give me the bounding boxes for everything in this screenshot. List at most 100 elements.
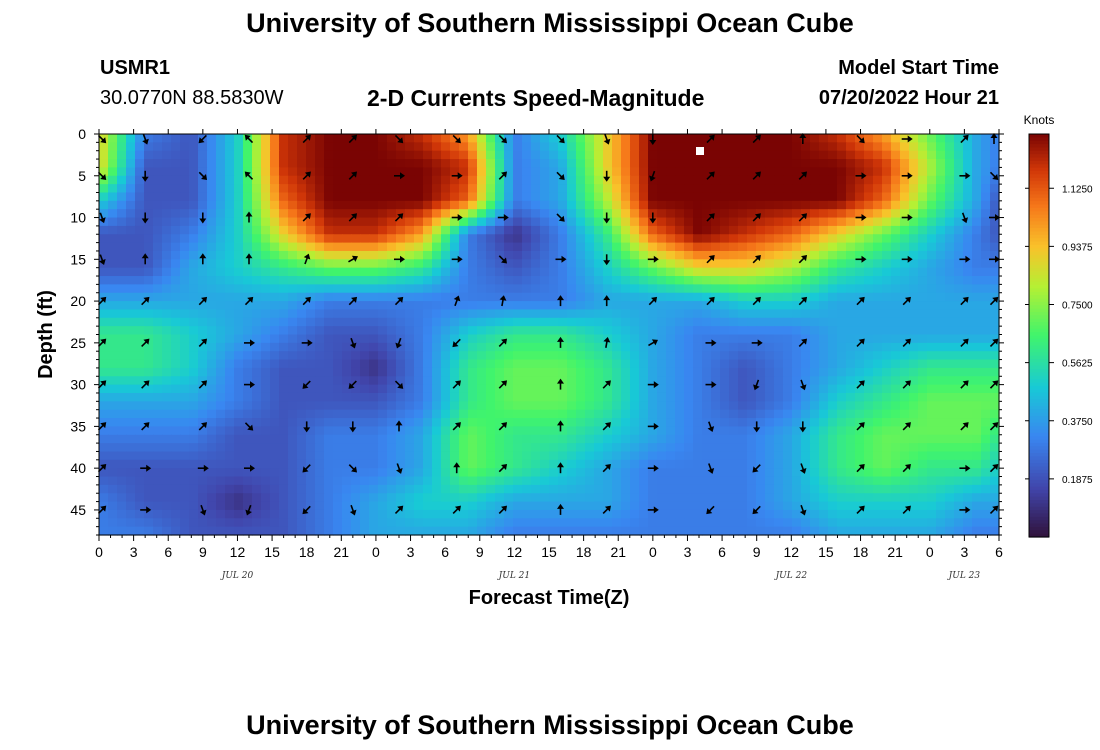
heatmap-cell (99, 276, 109, 285)
heatmap-cell (180, 468, 190, 478)
heatmap-cell (738, 326, 748, 336)
heatmap-cell (225, 468, 235, 478)
heatmap-cell (405, 418, 415, 427)
current-vector (856, 134, 865, 144)
heatmap-cell (639, 518, 649, 528)
heatmap-cell (558, 426, 568, 436)
heatmap-cell (153, 167, 163, 177)
heatmap-cell (396, 284, 406, 294)
current-vector (855, 214, 867, 221)
heatmap-cell (558, 234, 568, 244)
heatmap-cell (720, 443, 730, 453)
heatmap-cell (630, 301, 640, 311)
heatmap-cell (585, 250, 595, 260)
heatmap-cell (810, 209, 820, 219)
heatmap-cell (234, 225, 244, 235)
heatmap-cell (306, 234, 316, 244)
heatmap-cell (216, 134, 226, 143)
heatmap-cell (243, 234, 253, 244)
heatmap-cell (279, 401, 289, 411)
heatmap-cell (396, 142, 406, 152)
heatmap-cell (279, 334, 289, 344)
heatmap-cell (792, 225, 802, 235)
heatmap-cell (441, 392, 451, 402)
current-vector (198, 338, 208, 348)
heatmap-cell (738, 401, 748, 411)
heatmap-cell (747, 250, 757, 260)
heatmap-cell (801, 509, 811, 519)
heatmap-cell (207, 493, 217, 503)
heatmap-cell (837, 150, 847, 160)
heatmap-cell (252, 409, 262, 419)
heatmap-cell (432, 309, 442, 319)
heatmap-cell (369, 234, 379, 244)
current-vector (498, 463, 508, 473)
heatmap-cell (873, 351, 883, 361)
heatmap-cell (180, 493, 190, 503)
heatmap-cell (378, 317, 388, 327)
heatmap-cell (927, 150, 937, 160)
heatmap-cell (540, 342, 550, 352)
heatmap-cell (117, 409, 127, 419)
heatmap-cell (837, 242, 847, 252)
heatmap-cell (207, 242, 217, 252)
heatmap-cell (540, 150, 550, 160)
heatmap-cell (576, 150, 586, 160)
heatmap-cell (171, 401, 181, 411)
heatmap-cell (387, 184, 397, 194)
heatmap-cell (171, 459, 181, 469)
heatmap-cell (711, 351, 721, 361)
heatmap-cell (621, 292, 631, 302)
heatmap-cell (387, 409, 397, 419)
heatmap-cell (756, 259, 766, 269)
heatmap-cell (675, 276, 685, 285)
heatmap-cell (423, 309, 433, 319)
heatmap-cell (837, 484, 847, 494)
heatmap-cell (936, 367, 946, 377)
heatmap-cell (360, 434, 370, 444)
heatmap-cell (351, 459, 361, 469)
heatmap-cell (846, 359, 856, 369)
heatmap-cell (747, 476, 757, 486)
heatmap-cell (864, 326, 874, 336)
heatmap-cell (324, 459, 334, 469)
heatmap-cell (144, 426, 154, 436)
heatmap-cell (270, 225, 280, 235)
heatmap-cell (297, 359, 307, 369)
heatmap-cell (729, 209, 739, 219)
heatmap-cell (756, 376, 766, 386)
heatmap-cell (927, 342, 937, 352)
heatmap-cell (684, 259, 694, 269)
current-vector (198, 380, 208, 389)
heatmap-cell (378, 184, 388, 194)
heatmap-cell (135, 468, 145, 478)
heatmap-cell (522, 426, 532, 436)
heatmap-cell (765, 217, 775, 227)
heatmap-cell (477, 150, 487, 160)
heatmap-cell (513, 317, 523, 327)
heatmap-cell (945, 359, 955, 369)
heatmap-cell (756, 200, 766, 210)
heatmap-cell (441, 159, 451, 169)
heatmap-cell (153, 284, 163, 294)
heatmap-cell (243, 292, 253, 302)
heatmap-cell (549, 150, 559, 160)
heatmap-cell (513, 501, 523, 511)
heatmap-cell (180, 376, 190, 386)
heatmap-cell (306, 392, 316, 402)
heatmap-cell (252, 401, 262, 411)
heatmap-cell (594, 468, 604, 478)
heatmap-cell (333, 484, 343, 494)
heatmap-cell (972, 192, 982, 202)
heatmap-cell (963, 192, 973, 202)
heatmap-cell (306, 409, 316, 419)
heatmap-cell (396, 276, 406, 285)
heatmap-cell (891, 234, 901, 244)
heatmap-cell (495, 509, 505, 519)
heatmap-cell (270, 292, 280, 302)
heatmap-cell (252, 309, 262, 319)
heatmap-cell (864, 134, 874, 143)
heatmap-cell (747, 392, 757, 402)
heatmap-cell (513, 175, 523, 185)
heatmap-cell (477, 225, 487, 235)
